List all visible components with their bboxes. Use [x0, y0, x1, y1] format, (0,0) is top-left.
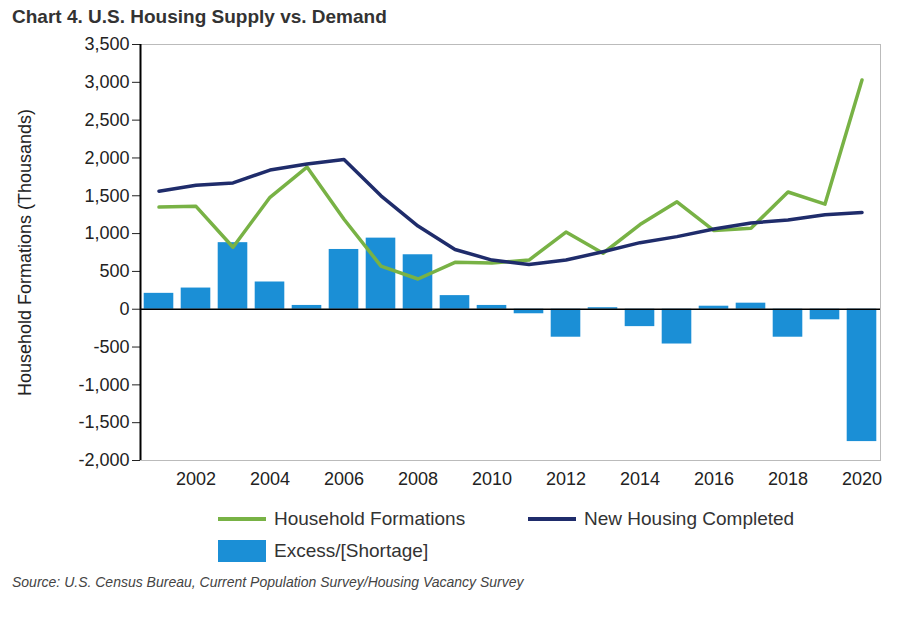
- svg-text:2020: 2020: [842, 469, 882, 489]
- html-text:Excess/[Shortage]: Excess/[Shortage]: [274, 540, 429, 561]
- svg-text:-2,000: -2,000: [78, 450, 129, 470]
- svg-text:2,000: 2,000: [84, 148, 129, 168]
- svg-text:2016: 2016: [694, 469, 734, 489]
- svg-text:500: 500: [99, 261, 129, 281]
- svg-text:3,500: 3,500: [84, 34, 129, 54]
- svg-text:2004: 2004: [250, 469, 290, 489]
- svg-text:2008: 2008: [398, 469, 438, 489]
- svg-text:0: 0: [119, 299, 129, 319]
- svg-text:1,000: 1,000: [84, 223, 129, 243]
- svg-text:3,000: 3,000: [84, 72, 129, 92]
- svg-text:1,500: 1,500: [84, 186, 129, 206]
- html-text:Household Formations: Household Formations: [274, 508, 466, 529]
- svg-text:-500: -500: [93, 337, 129, 357]
- html-text:New Housing Completed: New Housing Completed: [584, 508, 795, 529]
- svg-text:2010: 2010: [472, 469, 512, 489]
- svg-text:-1,500: -1,500: [78, 412, 129, 432]
- svg-text:2002: 2002: [176, 469, 216, 489]
- html-text:Chart 4. U.S. Housing Supply v: Chart 4. U.S. Housing Supply vs. Demand: [12, 6, 387, 27]
- html-text:Source: U.S. Census Bureau, Cu: Source: U.S. Census Bureau, Current Popu…: [12, 574, 524, 590]
- svg-text:2012: 2012: [546, 469, 586, 489]
- svg-text:2014: 2014: [620, 469, 660, 489]
- svg-text:Household Formations (Thousand: Household Formations (Thousands): [15, 109, 35, 396]
- svg-text:-1,000: -1,000: [78, 375, 129, 395]
- svg-text:2,500: 2,500: [84, 110, 129, 130]
- svg-text:2006: 2006: [324, 469, 364, 489]
- svg-text:2018: 2018: [768, 469, 808, 489]
